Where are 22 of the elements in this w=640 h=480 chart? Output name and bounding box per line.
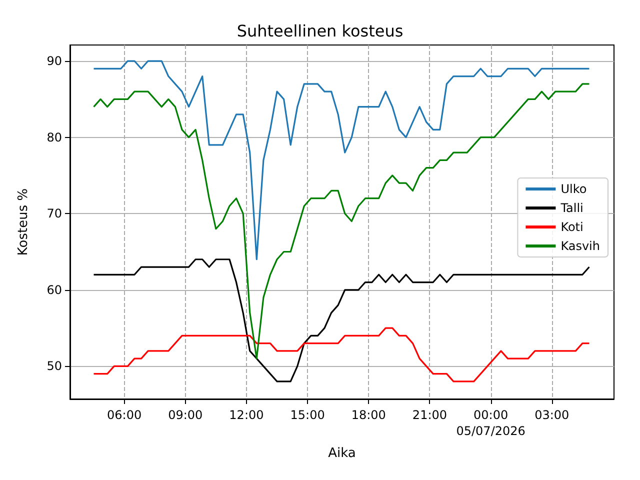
y-tick-label: 50 xyxy=(46,359,62,374)
legend-label: Ulko xyxy=(560,182,587,196)
x-tick-label: 12:00 xyxy=(229,408,264,422)
x-tick-label: 00:00 05/07/2026 xyxy=(456,408,526,438)
x-axis-title: Aika xyxy=(328,446,356,461)
x-tick-label: 21:00 xyxy=(412,408,448,422)
line-series xyxy=(92,258,590,382)
legend-label: Kasvih xyxy=(560,239,600,253)
x-tick-label: 09:00 xyxy=(168,408,203,422)
chart-title: Suhteellinen kosteus xyxy=(236,22,404,40)
y-tick-label: 70 xyxy=(46,206,62,221)
legend-label: Koti xyxy=(560,220,584,234)
legend-label: Talli xyxy=(560,201,584,215)
y-tick-label: 90 xyxy=(46,54,62,68)
line-series xyxy=(92,327,590,382)
x-tick-label: 06:00 xyxy=(107,408,142,422)
y-tick-label: 60 xyxy=(46,282,62,297)
y-axis-title: Kosteus % xyxy=(16,188,31,256)
x-tick-label: 15:00 xyxy=(290,408,325,422)
x-tick-label: 03:00 xyxy=(534,408,570,422)
x-tick-label: 18:00 xyxy=(351,408,386,422)
y-tick-label: 80 xyxy=(46,130,62,144)
